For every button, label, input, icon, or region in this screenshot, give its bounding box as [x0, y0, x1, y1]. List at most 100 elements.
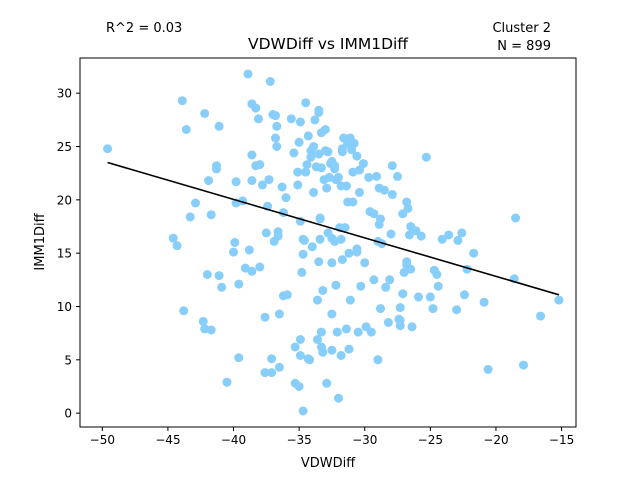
data-point: [301, 98, 311, 108]
data-point: [536, 311, 546, 321]
data-point: [341, 324, 351, 334]
data-point: [103, 144, 113, 154]
data-point: [323, 147, 333, 157]
data-point: [234, 353, 244, 363]
data-point: [554, 295, 564, 305]
data-point: [172, 241, 182, 251]
data-point: [295, 351, 305, 360]
data-point: [294, 382, 304, 391]
data-point: [316, 163, 326, 173]
data-point: [352, 151, 362, 161]
data-point: [274, 362, 284, 372]
y-axis-label: IMM1Diff: [33, 212, 48, 270]
data-point: [355, 187, 364, 197]
data-point: [293, 167, 303, 177]
x-tick-label: −45: [155, 433, 180, 447]
data-point: [381, 282, 391, 292]
y-tick-label: 15: [57, 247, 72, 261]
y-tick-label: 30: [57, 87, 72, 101]
data-point: [303, 131, 313, 141]
data-point: [453, 235, 463, 245]
data-point: [274, 309, 284, 319]
axes-frame: [79, 57, 577, 428]
data-point: [265, 77, 275, 86]
data-point: [243, 69, 253, 79]
data-point: [267, 354, 277, 364]
chart-title: VDWDiff vs IMM1Diff: [248, 35, 408, 53]
x-axis-label: VDWDiff: [301, 456, 356, 471]
data-point: [309, 142, 319, 151]
data-point: [310, 115, 320, 125]
data-point: [314, 107, 324, 117]
data-point: [366, 327, 376, 337]
data-point: [402, 257, 412, 267]
data-point: [356, 281, 366, 291]
data-point: [289, 148, 299, 158]
data-point: [273, 227, 283, 237]
data-point: [414, 292, 423, 302]
data-point: [320, 125, 330, 134]
r2-annotation: R^2 = 0.03: [106, 21, 182, 36]
data-point: [302, 160, 312, 170]
data-point: [379, 185, 389, 195]
data-point: [432, 270, 442, 279]
data-point: [281, 193, 291, 203]
data-point: [322, 183, 332, 193]
data-point: [255, 262, 265, 272]
data-point: [305, 355, 315, 365]
axes: −50 −45 −40 −35 −30 −25 −20 −15 0 5 10 15 20 25 30: [57, 87, 575, 447]
data-point: [322, 378, 332, 388]
data-point: [416, 231, 426, 241]
data-point: [299, 235, 309, 245]
data-point: [376, 304, 385, 314]
data-point: [306, 152, 316, 162]
data-point: [318, 286, 328, 295]
data-point: [407, 322, 417, 332]
data-point: [282, 290, 292, 300]
data-point: [290, 342, 300, 352]
y-tick-label: 0: [64, 407, 72, 421]
data-point: [425, 292, 435, 302]
cluster-annotation: Cluster 2: [492, 21, 551, 36]
data-point: [271, 133, 280, 143]
data-point: [309, 187, 319, 197]
data-point: [229, 247, 238, 257]
trend-line: [107, 161, 560, 296]
data-point: [331, 280, 341, 290]
data-point: [277, 182, 287, 192]
data-point: [251, 103, 261, 113]
x-tick-label: −25: [418, 433, 443, 447]
data-point: [421, 152, 431, 162]
data-point: [336, 351, 346, 360]
data-point: [369, 275, 379, 285]
data-point: [247, 266, 257, 276]
data-point: [267, 368, 277, 378]
data-point: [247, 176, 257, 186]
data-point: [214, 271, 224, 281]
data-point: [212, 164, 221, 174]
data-point: [428, 304, 438, 314]
data-point: [244, 245, 254, 255]
data-point: [330, 164, 340, 174]
data-point: [298, 249, 308, 259]
data-point: [295, 335, 305, 344]
data-point: [345, 295, 355, 305]
data-point: [206, 325, 216, 335]
data-point: [341, 181, 351, 191]
data-point: [386, 229, 396, 239]
data-point: [348, 197, 358, 207]
data-point: [198, 316, 208, 326]
data-point: [369, 209, 379, 219]
data-point: [437, 234, 447, 244]
y-tick-label: 20: [57, 193, 72, 207]
data-point: [315, 234, 325, 244]
data-point: [344, 344, 354, 354]
data-point: [230, 238, 240, 247]
data-point: [260, 368, 270, 378]
data-point: [403, 203, 413, 213]
data-point: [307, 242, 317, 252]
data-point: [404, 230, 414, 240]
data-point: [316, 327, 326, 337]
y-tick-label: 25: [57, 140, 72, 154]
data-point: [364, 172, 374, 182]
